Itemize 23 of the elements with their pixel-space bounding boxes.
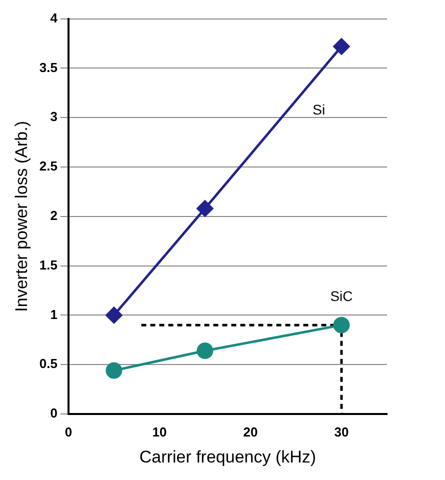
series-label: SiC [330, 288, 353, 304]
series-label: Si [312, 101, 326, 118]
y-tick-label: 4 [50, 10, 58, 26]
point [333, 316, 350, 334]
x-tick-label: 20 [243, 424, 258, 440]
point [196, 200, 214, 217]
x-tick-label: 30 [334, 424, 349, 440]
y-tick-label: 0.5 [39, 356, 58, 372]
x-tick-label: 10 [152, 424, 167, 440]
y-axis-title: Inverter power loss (Arb.) [12, 120, 31, 312]
y-tick-label: 3.5 [39, 60, 58, 75]
y-tick-label: 0 [50, 406, 58, 421]
x-axis-title: Carrier frequency (kHz) [139, 447, 316, 466]
y-tick-label: 1 [50, 306, 58, 322]
y-tick-label: 2 [50, 208, 58, 223]
y-tick-label: 1.5 [39, 257, 58, 272]
point [106, 362, 122, 379]
point [106, 306, 122, 324]
point [333, 38, 350, 55]
y-tick-label: 3 [50, 109, 58, 124]
y-tick-label: 2.5 [39, 158, 58, 174]
x-tick-label: 0 [64, 424, 72, 440]
point [196, 342, 214, 360]
